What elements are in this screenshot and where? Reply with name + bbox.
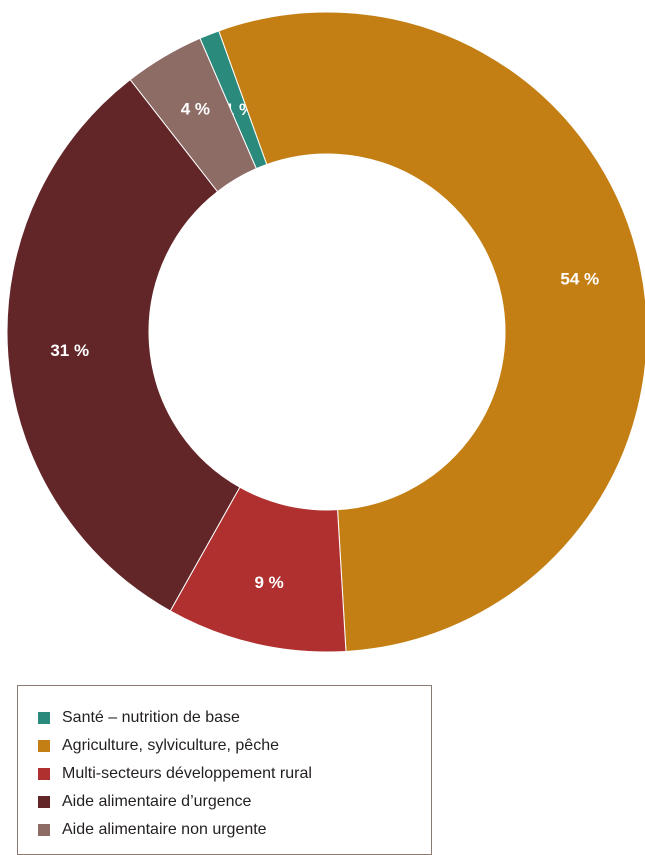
slice-label: 31 % — [50, 341, 89, 360]
legend-item: Multi-secteurs développement rural — [38, 760, 431, 788]
legend-item: Aide alimentaire non urgente — [38, 816, 431, 844]
legend-swatch — [38, 712, 50, 724]
legend-label: Santé – nutrition de base — [62, 709, 240, 726]
donut-chart: 1 %54 %9 %31 %4 % — [6, 11, 645, 653]
legend: Santé – nutrition de base Agriculture, sy… — [17, 685, 432, 855]
legend-label: Aide alimentaire non urgente — [62, 821, 267, 838]
slice-label: 4 % — [181, 100, 210, 119]
donut-slice — [6, 78, 241, 612]
donut-slice — [129, 37, 257, 193]
legend-label: Aide alimentaire d’urgence — [62, 793, 252, 810]
slice-label: 54 % — [560, 270, 599, 289]
legend-swatch — [38, 796, 50, 808]
legend-item: Santé – nutrition de base — [38, 704, 431, 732]
legend-swatch — [38, 824, 50, 836]
legend-label: Multi-secteurs développement rural — [62, 765, 312, 782]
slice-label: 9 % — [254, 573, 283, 592]
legend-swatch — [38, 768, 50, 780]
donut-slice — [218, 11, 645, 652]
legend-label: Agriculture, sylviculture, pêche — [62, 737, 279, 754]
legend-item: Aide alimentaire d’urgence — [38, 788, 431, 816]
legend-item: Agriculture, sylviculture, pêche — [38, 732, 431, 760]
legend-swatch — [38, 740, 50, 752]
